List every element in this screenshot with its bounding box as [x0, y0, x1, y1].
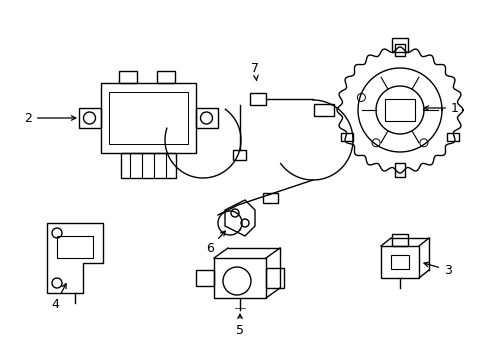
Text: 4: 4 [51, 284, 66, 311]
Text: 2: 2 [24, 112, 76, 125]
Text: 6: 6 [205, 231, 225, 255]
Text: 7: 7 [250, 62, 259, 80]
Text: 5: 5 [236, 314, 244, 337]
Text: 3: 3 [423, 262, 451, 276]
Text: 1: 1 [423, 102, 458, 114]
